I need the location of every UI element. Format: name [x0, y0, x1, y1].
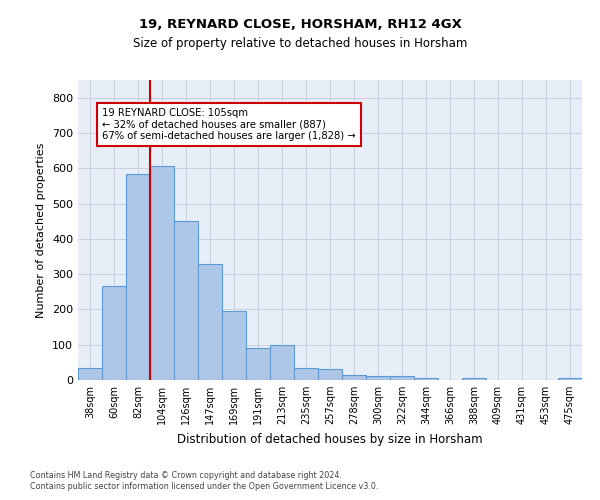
- Text: 19 REYNARD CLOSE: 105sqm
← 32% of detached houses are smaller (887)
67% of semi-: 19 REYNARD CLOSE: 105sqm ← 32% of detach…: [102, 108, 356, 142]
- Bar: [558, 378, 582, 380]
- Bar: [462, 378, 486, 380]
- Bar: [366, 376, 390, 380]
- Bar: [174, 221, 198, 380]
- Bar: [102, 286, 126, 380]
- Bar: [270, 344, 294, 380]
- Bar: [342, 374, 366, 380]
- Bar: [78, 368, 102, 380]
- Text: Contains HM Land Registry data © Crown copyright and database right 2024.: Contains HM Land Registry data © Crown c…: [30, 470, 342, 480]
- Y-axis label: Number of detached properties: Number of detached properties: [37, 142, 46, 318]
- Bar: [246, 348, 270, 380]
- Text: Contains public sector information licensed under the Open Government Licence v3: Contains public sector information licen…: [30, 482, 379, 491]
- X-axis label: Distribution of detached houses by size in Horsham: Distribution of detached houses by size …: [177, 432, 483, 446]
- Bar: [414, 378, 438, 380]
- Bar: [222, 311, 246, 380]
- Bar: [318, 370, 342, 380]
- Text: 19, REYNARD CLOSE, HORSHAM, RH12 4GX: 19, REYNARD CLOSE, HORSHAM, RH12 4GX: [139, 18, 461, 30]
- Bar: [294, 368, 318, 380]
- Bar: [150, 166, 174, 380]
- Bar: [390, 376, 414, 380]
- Bar: [198, 264, 222, 380]
- Bar: [126, 174, 150, 380]
- Text: Size of property relative to detached houses in Horsham: Size of property relative to detached ho…: [133, 38, 467, 51]
